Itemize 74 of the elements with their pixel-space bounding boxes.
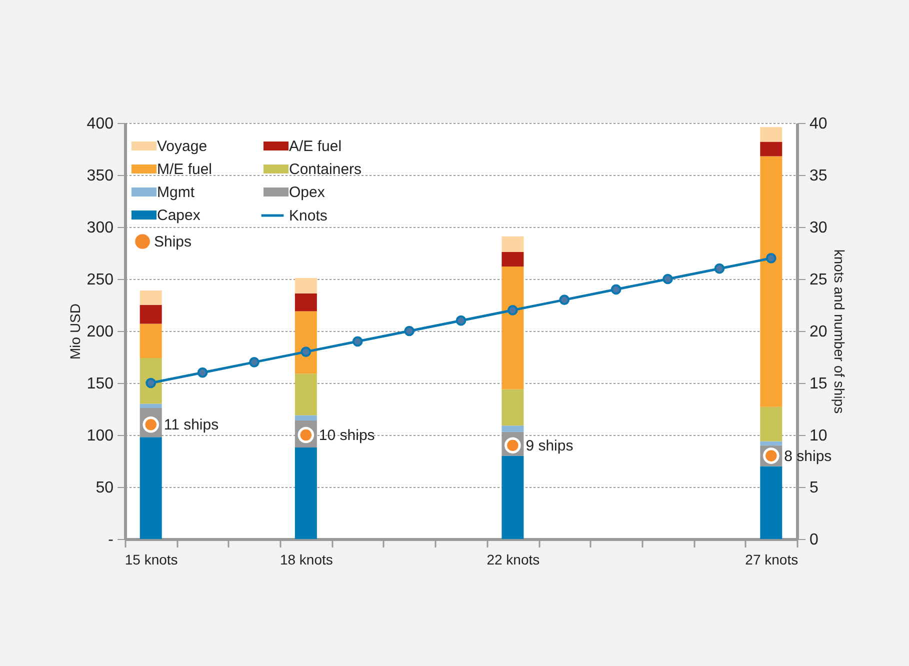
y2-tick-label: 0	[810, 532, 818, 548]
bar	[294, 447, 317, 539]
y2-tick-label: 10	[810, 428, 828, 444]
bar	[140, 437, 162, 539]
bar	[294, 415, 317, 420]
point	[610, 284, 622, 295]
y2-tick-label: 40	[810, 116, 828, 132]
legend-label: Containers	[289, 161, 362, 178]
data-label: 9 ships	[526, 437, 574, 454]
point	[300, 346, 312, 357]
y-tick-label: 250	[86, 272, 114, 288]
y2-axis-title: knots and number of ships	[831, 249, 848, 414]
point	[508, 305, 518, 316]
x-tick-label: 22 knots	[486, 552, 540, 568]
y2-tick-label: 25	[810, 272, 828, 288]
x-tick-label: 15 knots	[124, 552, 178, 568]
point	[146, 378, 156, 388]
x-tick-label: 27 knots	[745, 552, 798, 568]
data-label: 10 ships	[318, 427, 375, 444]
legend-label: M/E fuel	[157, 161, 212, 178]
bar	[140, 324, 162, 358]
y2-tick-label: 15	[810, 376, 828, 392]
bar	[502, 389, 524, 426]
point	[662, 274, 673, 284]
bar	[140, 305, 162, 324]
legend-label: Knots	[289, 208, 328, 224]
legend-label: A/E fuel	[289, 138, 342, 155]
legend-label: Ships	[154, 234, 192, 250]
y-tick-label: -	[108, 532, 114, 548]
y-axis-title: Mio USD	[66, 303, 83, 360]
y-tick-label: 300	[86, 220, 114, 236]
bar	[502, 236, 524, 252]
y-tick-label: 400	[86, 116, 114, 132]
y-tick-label: 150	[86, 376, 114, 392]
y-tick-label: 350	[86, 168, 114, 184]
bar	[502, 266, 524, 390]
bar	[760, 466, 782, 539]
bar	[140, 290, 162, 305]
y2-tick-label: 30	[810, 220, 828, 236]
y-tick-label: 50	[96, 480, 114, 496]
y2-tick-label: 20	[810, 324, 828, 340]
y-tick-label: 100	[86, 428, 114, 444]
x-tick-label: 18 knots	[280, 552, 333, 568]
data-label: 8 ships	[784, 448, 832, 465]
point	[456, 315, 466, 326]
point	[714, 263, 725, 274]
point	[766, 253, 776, 264]
bar	[294, 311, 317, 374]
y2-tick-label: 35	[810, 168, 828, 184]
y-tick-label: 200	[86, 324, 114, 340]
legend-label: Mgmt	[157, 184, 196, 201]
point	[197, 367, 208, 378]
bar	[294, 278, 317, 294]
bar	[760, 406, 782, 442]
bar	[502, 456, 524, 539]
data-label: 11 ships	[164, 416, 219, 434]
legend-label: Opex	[289, 184, 326, 201]
point	[352, 336, 363, 347]
point	[559, 294, 570, 305]
bar	[760, 127, 782, 142]
y2-tick-label: 5	[810, 480, 818, 496]
bar	[760, 142, 782, 156]
bar	[502, 426, 524, 432]
bar	[294, 374, 317, 416]
point	[249, 357, 260, 368]
legend-label: Capex	[157, 207, 201, 224]
bar	[760, 156, 782, 407]
legend-label: Voyage	[157, 138, 208, 155]
bar	[140, 404, 162, 408]
bar	[502, 252, 524, 267]
bar	[760, 441, 782, 446]
point	[404, 326, 414, 336]
bar	[140, 358, 162, 404]
bar	[294, 294, 317, 312]
